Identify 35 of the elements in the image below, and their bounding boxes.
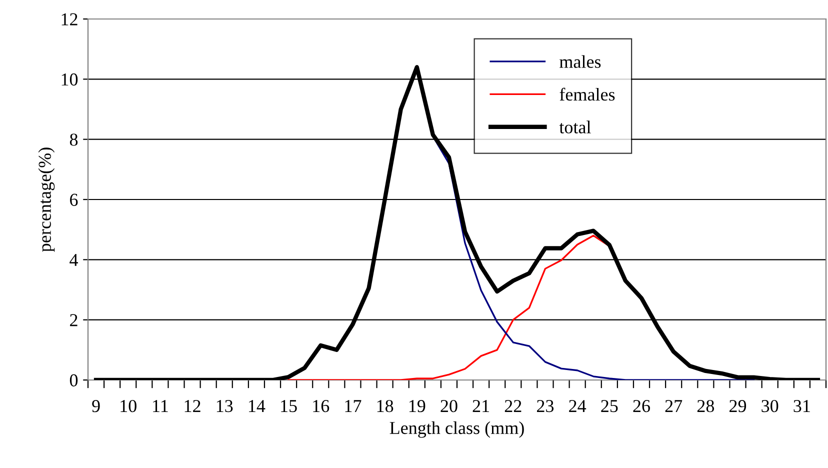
x-tick-label: 24 <box>569 400 586 412</box>
legend-label: total <box>559 120 591 134</box>
legend-label: males <box>560 55 601 68</box>
x-tick-label: 15 <box>281 400 297 412</box>
x-tick-label: 10 <box>120 400 136 412</box>
x-tick-label: 18 <box>377 400 394 412</box>
y-tick-label: 2 <box>70 314 78 326</box>
x-tick-label: 26 <box>633 400 650 412</box>
x-tick-label: 23 <box>537 400 554 412</box>
x-tick-label: 19 <box>409 400 426 412</box>
x-tick-label: 14 <box>249 400 266 412</box>
x-tick-label: 30 <box>762 400 778 412</box>
y-tick-label: 8 <box>70 134 78 146</box>
y-tick-label: 12 <box>62 13 78 26</box>
x-tick-label: 13 <box>216 400 233 412</box>
x-tick-label: 20 <box>440 400 458 412</box>
x-tick-label: 9 <box>92 400 100 412</box>
y-axis-title: percentage(%) <box>38 148 55 252</box>
x-axis-title: Length class (mm) <box>390 421 524 438</box>
x-tick-label: 27 <box>665 400 682 412</box>
x-tick-label: 28 <box>697 400 714 412</box>
y-tick-label: 0 <box>70 374 78 386</box>
x-tick-label: 31 <box>794 400 810 412</box>
x-tick-label: 16 <box>313 400 330 412</box>
x-tick-label: 12 <box>184 400 200 412</box>
x-tick-label: 25 <box>601 400 618 412</box>
x-tick-label: 11 <box>153 400 168 412</box>
y-tick-label: 4 <box>70 254 78 266</box>
y-tick-label: 6 <box>70 194 78 206</box>
x-tick-label: 22 <box>504 400 522 412</box>
y-tick-label: 10 <box>62 73 78 86</box>
x-tick-label: 17 <box>345 400 362 412</box>
x-tick-label: 21 <box>472 400 490 412</box>
x-tick-label: 29 <box>730 400 746 412</box>
legend-label: females <box>560 88 615 101</box>
